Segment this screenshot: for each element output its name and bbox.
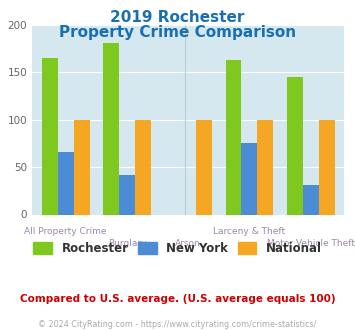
Bar: [73, 120, 89, 214]
Bar: [319, 120, 334, 214]
Text: Motor Vehicle Theft: Motor Vehicle Theft: [267, 239, 355, 248]
Text: Compared to U.S. average. (U.S. average equals 100): Compared to U.S. average. (U.S. average …: [20, 294, 335, 304]
Bar: [303, 185, 319, 214]
Bar: [287, 77, 303, 214]
Bar: [58, 152, 73, 214]
Text: Property Crime Comparison: Property Crime Comparison: [59, 25, 296, 40]
Bar: [196, 120, 212, 214]
Bar: [103, 43, 119, 214]
Bar: [225, 60, 241, 214]
Bar: [257, 120, 273, 214]
Bar: [42, 58, 58, 214]
Legend: Rochester, New York, National: Rochester, New York, National: [28, 237, 327, 260]
Text: Burglary: Burglary: [108, 239, 146, 248]
Text: © 2024 CityRating.com - https://www.cityrating.com/crime-statistics/: © 2024 CityRating.com - https://www.city…: [38, 320, 317, 329]
Bar: [119, 175, 135, 215]
Text: All Property Crime: All Property Crime: [24, 227, 107, 236]
Bar: [241, 143, 257, 214]
Text: Arson: Arson: [175, 239, 201, 248]
Bar: [135, 120, 151, 214]
Text: 2019 Rochester: 2019 Rochester: [110, 10, 245, 25]
Text: Larceny & Theft: Larceny & Theft: [213, 227, 285, 236]
